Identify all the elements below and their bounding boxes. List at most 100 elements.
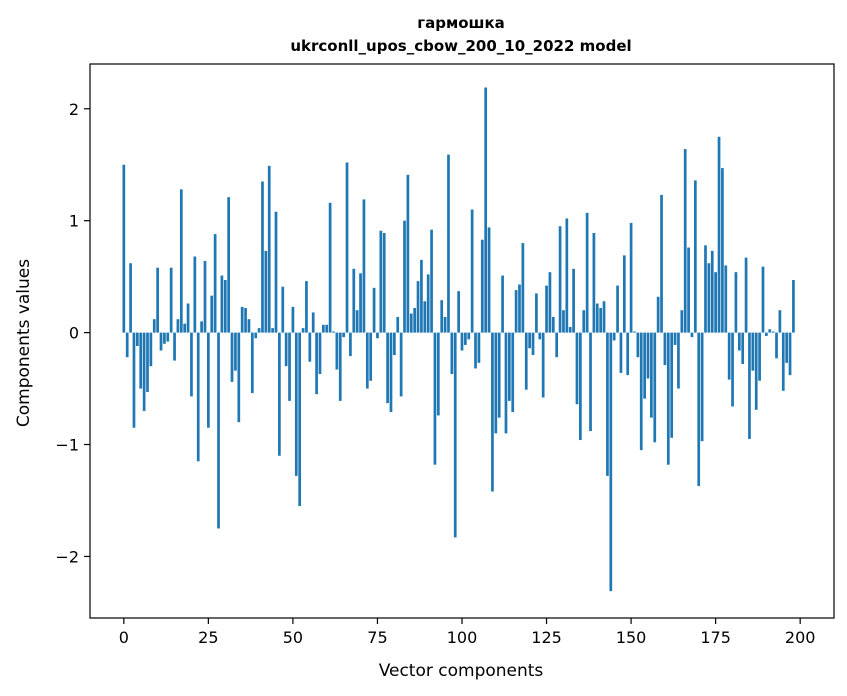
bar-132 (568, 327, 572, 333)
bar-85 (409, 313, 413, 333)
bar-92 (433, 332, 437, 465)
bar-161 (666, 332, 670, 465)
bar-23 (200, 321, 203, 333)
bar-127 (551, 316, 555, 333)
bar-30 (223, 280, 227, 333)
bar-98 (453, 332, 457, 538)
bar-series (122, 87, 795, 592)
bar-117 (518, 284, 521, 333)
bar-94 (440, 300, 444, 333)
bar-89 (423, 301, 427, 333)
bar-188 (758, 332, 761, 381)
y-axis-label: Components values (14, 259, 34, 427)
bar-87 (416, 281, 420, 333)
bar-126 (548, 272, 552, 333)
bar-147 (619, 332, 623, 373)
bar-180 (731, 332, 734, 407)
bar-195 (781, 332, 785, 391)
bar-145 (612, 332, 616, 341)
bar-118 (521, 243, 525, 333)
bar-66 (345, 162, 349, 333)
bar-139 (592, 233, 596, 333)
x-tick-label: 175 (700, 628, 731, 647)
bar-148 (622, 255, 626, 333)
bar-179 (727, 332, 731, 380)
bar-107 (484, 87, 488, 333)
bar-124 (541, 332, 545, 398)
bar-60 (325, 324, 329, 333)
bar-83 (403, 220, 406, 333)
bar-163 (673, 332, 677, 345)
bar-141 (599, 307, 603, 333)
bar-8 (149, 332, 153, 367)
bar-45 (274, 211, 278, 333)
bar-56 (311, 312, 315, 333)
bar-102 (467, 332, 471, 340)
bar-99 (457, 291, 460, 333)
bar-4 (135, 332, 139, 347)
bar-159 (660, 194, 663, 333)
bar-17 (179, 189, 183, 333)
bar-64 (338, 332, 342, 401)
bar-125 (545, 285, 548, 333)
bar-155 (646, 332, 650, 379)
bar-164 (677, 332, 680, 389)
bar-35 (240, 306, 244, 333)
bar-91 (430, 229, 433, 333)
bar-168 (690, 332, 694, 338)
bar-133 (572, 268, 575, 333)
chart-title: гармошка (417, 14, 505, 32)
bar-123 (538, 332, 542, 340)
bar-197 (788, 332, 792, 376)
bar-90 (426, 274, 430, 333)
y-tick-label: 2 (69, 100, 79, 119)
bar-187 (754, 332, 758, 410)
bar-5 (139, 332, 143, 389)
bar-0 (122, 164, 126, 333)
bar-72 (365, 332, 369, 389)
plot-frame (89, 63, 835, 619)
bar-2 (129, 263, 132, 333)
bar-143 (606, 332, 609, 476)
bar-93 (436, 332, 440, 416)
bar-184 (744, 257, 748, 333)
bar-111 (497, 332, 501, 418)
bar-12 (163, 332, 166, 344)
bar-181 (734, 272, 738, 333)
bar-157 (653, 332, 657, 443)
bar-39 (254, 332, 258, 339)
bar-74 (372, 287, 376, 333)
bar-31 (227, 197, 231, 333)
bar-182 (737, 332, 741, 351)
bar-108 (487, 227, 491, 333)
bar-183 (741, 332, 745, 364)
bar-170 (697, 332, 701, 486)
x-tick-label: 200 (785, 628, 816, 647)
bar-186 (751, 332, 755, 371)
bar-70 (359, 273, 362, 333)
bar-113 (504, 332, 508, 434)
bar-42 (264, 250, 268, 333)
bar-16 (176, 319, 180, 333)
bar-122 (535, 293, 538, 333)
bar-68 (352, 268, 356, 333)
bar-109 (491, 332, 494, 492)
bar-52 (298, 332, 302, 507)
bar-9 (152, 319, 156, 333)
bar-51 (294, 332, 298, 476)
bar-196 (785, 332, 789, 363)
bar-165 (680, 310, 684, 333)
bar-84 (406, 174, 410, 333)
bar-53 (301, 328, 305, 333)
bar-81 (396, 316, 400, 333)
bar-176 (717, 136, 721, 333)
bar-33 (234, 332, 237, 371)
bar-136 (582, 310, 586, 333)
bar-47 (281, 286, 285, 333)
bar-160 (663, 332, 667, 366)
bar-22 (196, 332, 200, 462)
bar-100 (460, 332, 464, 351)
bar-1 (125, 332, 129, 358)
bar-50 (291, 306, 295, 333)
